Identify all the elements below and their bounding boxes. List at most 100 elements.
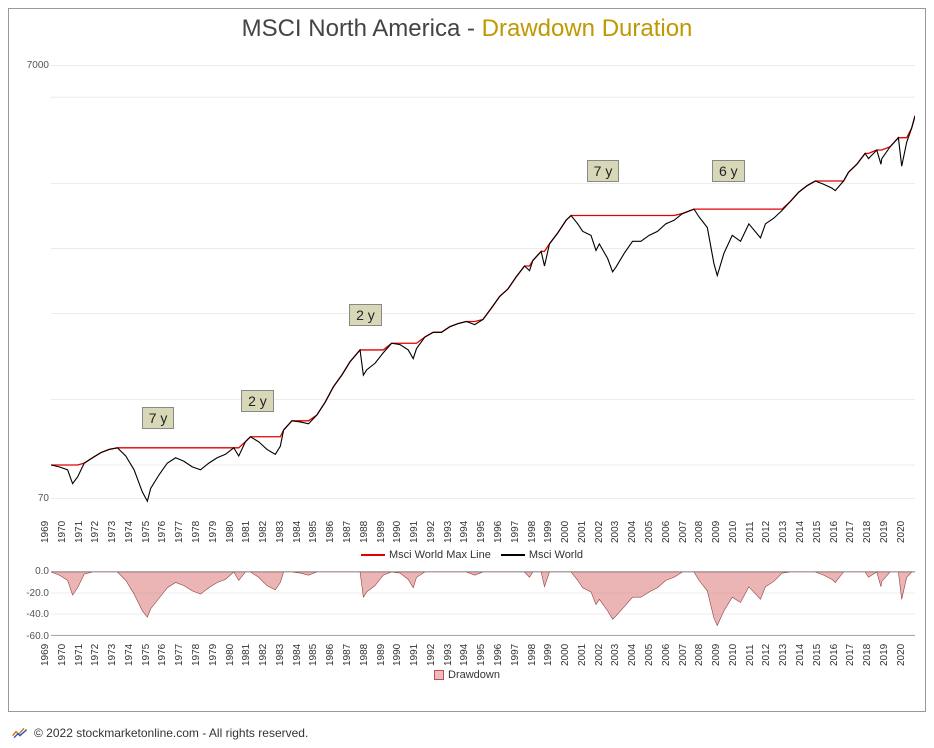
x-axis-drawdown: 1969197019711972197319741975197619771978…	[51, 636, 915, 666]
x-tick-label: 2002	[594, 521, 605, 543]
x-tick-label: 1971	[74, 644, 85, 666]
x-tick-label: 2016	[829, 521, 840, 543]
y-axis-main: 70 7000	[9, 53, 49, 513]
x-tick-label: 1994	[459, 521, 470, 543]
x-tick-label: 1970	[57, 521, 68, 543]
x-tick-label: 1988	[359, 644, 370, 666]
x-tick-label: 2014	[795, 644, 806, 666]
x-tick-label: 2016	[829, 644, 840, 666]
y-tick-label: 7000	[27, 60, 49, 71]
x-tick-label: 2009	[711, 644, 722, 666]
drawdown-legend-label: Drawdown	[448, 669, 500, 681]
x-tick-label: 2019	[879, 644, 890, 666]
x-tick-label: 2015	[812, 644, 823, 666]
drawdown-annotation: 7 y	[587, 160, 620, 182]
x-tick-label: 2014	[795, 521, 806, 543]
x-tick-label: 1989	[376, 521, 387, 543]
x-tick-label: 1975	[141, 644, 152, 666]
x-tick-label: 1980	[225, 644, 236, 666]
x-tick-label: 2001	[577, 521, 588, 543]
x-tick-label: 2020	[896, 521, 907, 543]
legend-swatch	[361, 554, 385, 556]
x-tick-label: 1972	[90, 644, 101, 666]
x-tick-label: 1992	[426, 644, 437, 666]
title-sub: Drawdown Duration	[482, 15, 693, 42]
x-tick-label: 2015	[812, 521, 823, 543]
x-tick-label: 2008	[694, 644, 705, 666]
x-tick-label: 1990	[392, 521, 403, 543]
y-tick-label: 70	[38, 493, 49, 504]
x-tick-label: 1973	[107, 644, 118, 666]
x-tick-label: 2018	[862, 521, 873, 543]
x-tick-label: 2020	[896, 644, 907, 666]
x-tick-label: 1998	[527, 521, 538, 543]
x-tick-label: 1982	[258, 644, 269, 666]
drawdown-annotation: 6 y	[712, 160, 745, 182]
drawdown-annotation: 2 y	[241, 390, 274, 412]
x-tick-label: 1987	[342, 521, 353, 543]
x-tick-label: 1978	[191, 521, 202, 543]
x-tick-label: 1979	[208, 521, 219, 543]
x-tick-label: 1984	[292, 521, 303, 543]
x-tick-label: 2010	[728, 644, 739, 666]
legend-main: Msci World Max LineMsci World	[9, 549, 925, 561]
y-tick-dd-label: 0.0	[35, 566, 49, 577]
x-tick-label: 1990	[392, 644, 403, 666]
y-axis-drawdown: 0.0-20.0-40.0-60.0	[9, 571, 49, 636]
x-tick-label: 1991	[409, 644, 420, 666]
x-tick-label: 1969	[40, 644, 51, 666]
drawdown-swatch	[434, 670, 444, 680]
x-tick-label: 2001	[577, 644, 588, 666]
x-tick-label: 2002	[594, 644, 605, 666]
x-tick-label: 2011	[745, 644, 756, 666]
x-tick-label: 1976	[157, 644, 168, 666]
x-tick-label: 2018	[862, 644, 873, 666]
x-tick-label: 1974	[124, 521, 135, 543]
x-tick-label: 2003	[610, 644, 621, 666]
x-tick-label: 2013	[778, 644, 789, 666]
legend-drawdown: Drawdown	[9, 669, 925, 681]
legend-label: Msci World	[529, 549, 583, 561]
x-tick-label: 1982	[258, 521, 269, 543]
x-tick-label: 1999	[543, 644, 554, 666]
x-tick-label: 1985	[308, 521, 319, 543]
main-chart-svg	[51, 53, 915, 513]
x-tick-label: 1974	[124, 644, 135, 666]
x-tick-label: 1995	[476, 644, 487, 666]
x-tick-label: 1986	[325, 644, 336, 666]
title-main: MSCI North America -	[242, 15, 482, 42]
x-tick-label: 1999	[543, 521, 554, 543]
x-tick-label: 2004	[627, 644, 638, 666]
y-tick-dd-label: -20.0	[26, 588, 49, 599]
x-tick-label: 2009	[711, 521, 722, 543]
chart-title: MSCI North America - Drawdown Duration	[9, 15, 925, 43]
x-tick-label: 2008	[694, 521, 705, 543]
x-tick-label: 2005	[644, 521, 655, 543]
x-tick-label: 1981	[241, 644, 252, 666]
x-tick-label: 1971	[74, 521, 85, 543]
x-tick-label: 2012	[761, 644, 772, 666]
drawdown-chart	[51, 571, 915, 636]
x-tick-label: 2007	[678, 644, 689, 666]
x-tick-label: 1980	[225, 521, 236, 543]
x-tick-label: 1996	[493, 644, 504, 666]
drawdown-svg	[51, 572, 915, 635]
x-tick-label: 1983	[275, 644, 286, 666]
x-tick-label: 1988	[359, 521, 370, 543]
x-tick-label: 1991	[409, 521, 420, 543]
x-tick-label: 1976	[157, 521, 168, 543]
x-tick-label: 2006	[661, 521, 672, 543]
x-tick-label: 1997	[510, 521, 521, 543]
footer-text: © 2022 stockmarketonline.com - All right…	[34, 726, 308, 740]
x-tick-label: 2003	[610, 521, 621, 543]
x-tick-label: 2006	[661, 644, 672, 666]
x-tick-label: 1997	[510, 644, 521, 666]
chart-container: MSCI North America - Drawdown Duration 7…	[8, 8, 926, 712]
x-tick-label: 1985	[308, 644, 319, 666]
x-tick-label: 2019	[879, 521, 890, 543]
x-tick-label: 1984	[292, 644, 303, 666]
x-tick-label: 2012	[761, 521, 772, 543]
x-tick-label: 1979	[208, 644, 219, 666]
x-tick-label: 2017	[845, 521, 856, 543]
x-tick-label: 2000	[560, 521, 571, 543]
